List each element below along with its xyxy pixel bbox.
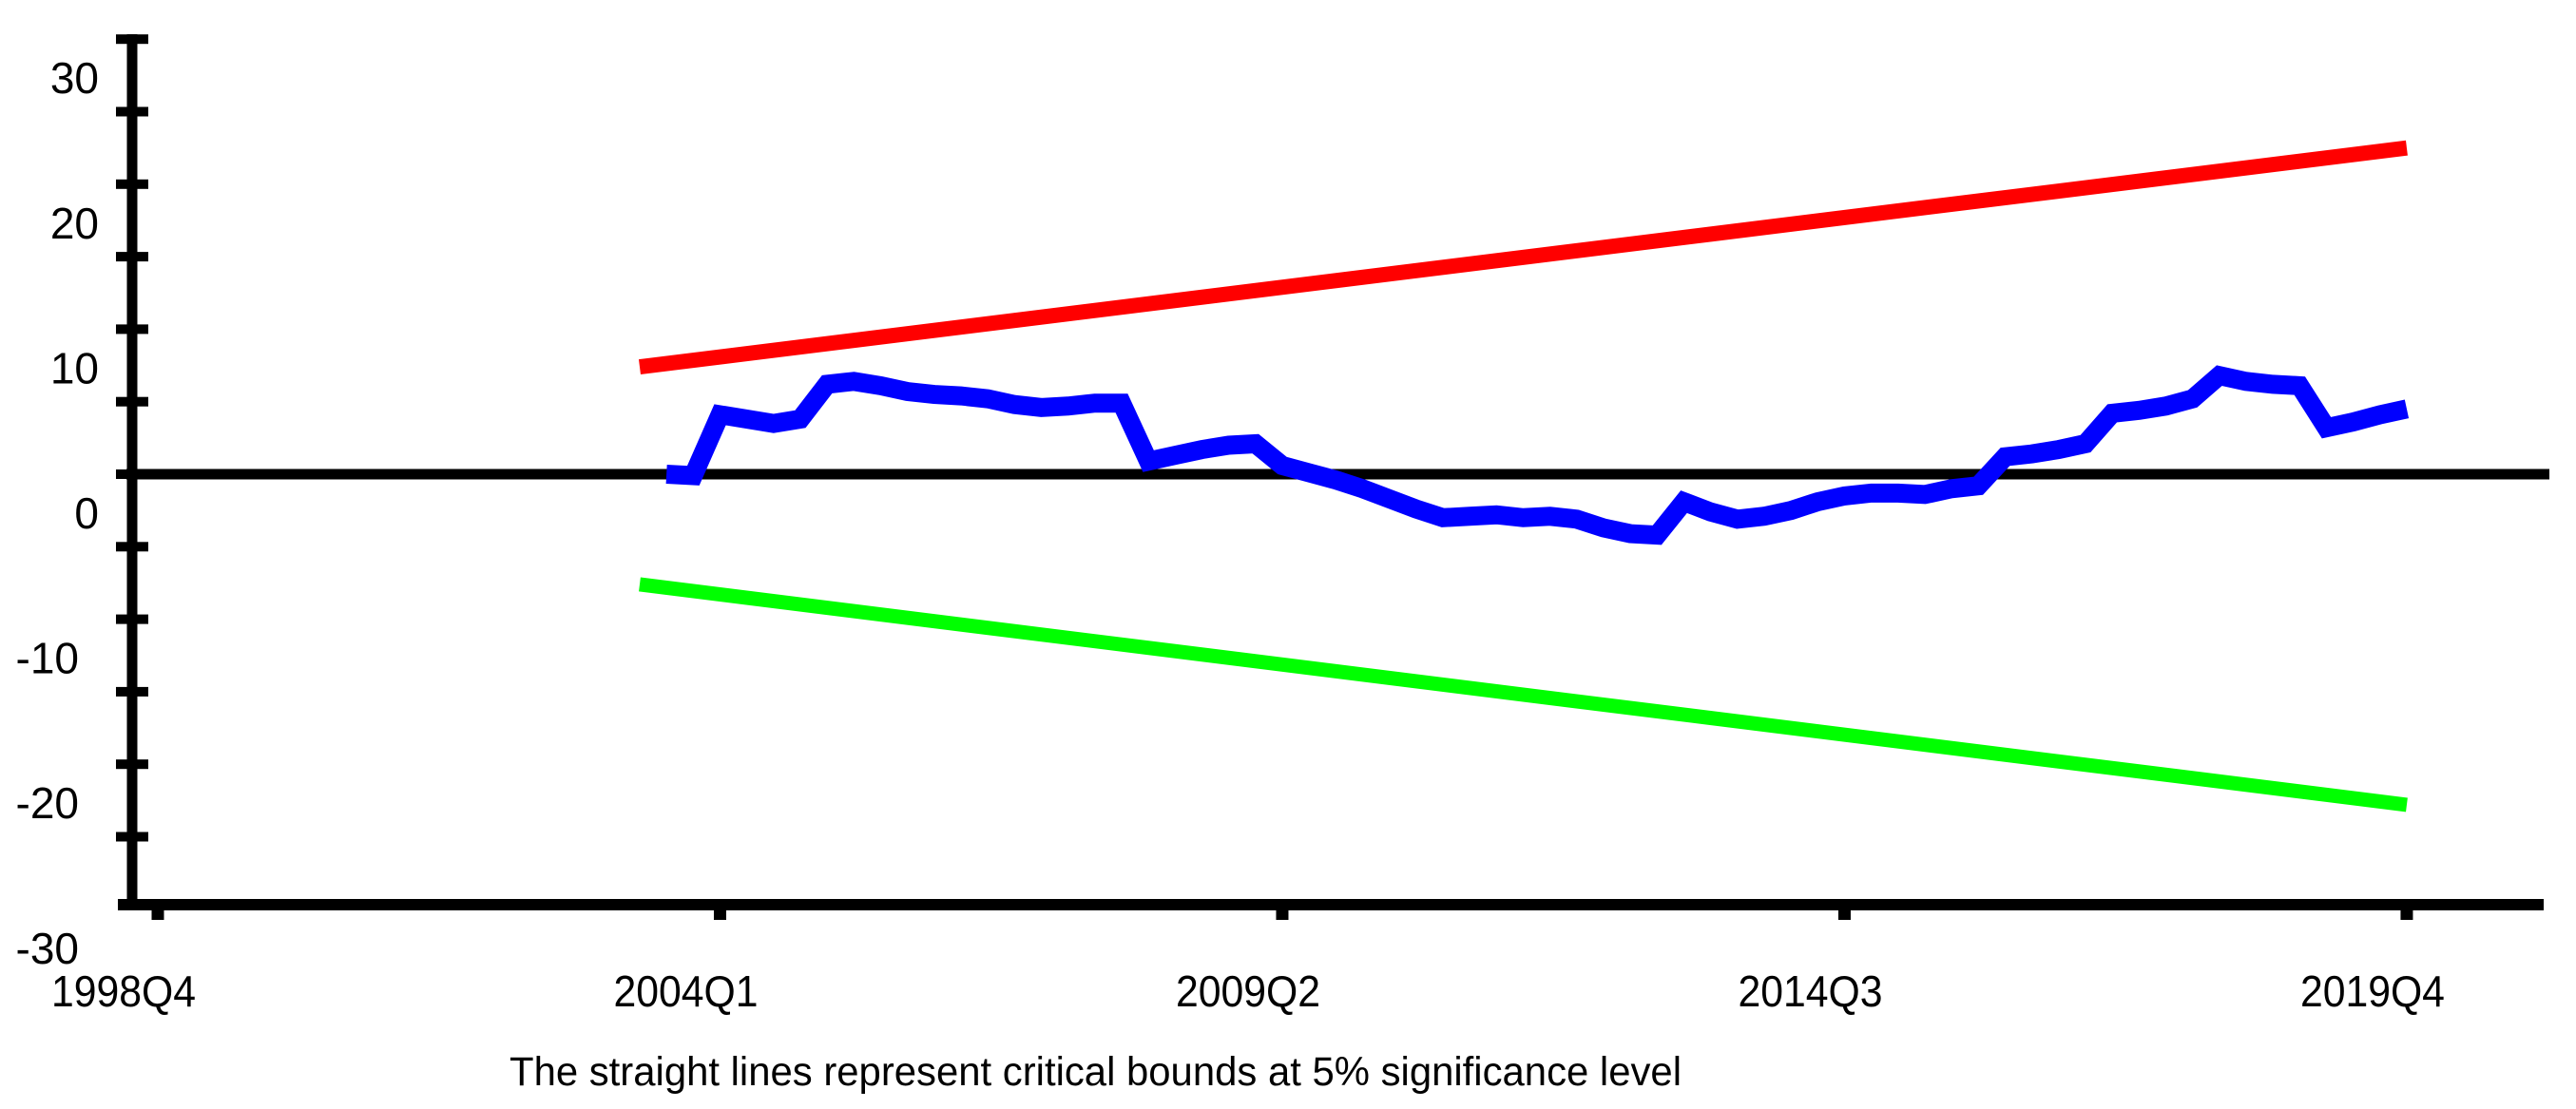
y-axis-label: 0 <box>74 488 99 538</box>
x-axis-label: 2014Q3 <box>1738 966 1882 1016</box>
x-axis-tick <box>151 905 164 920</box>
y-axis-tick <box>116 542 148 552</box>
lower-critical-bound-line <box>639 577 2408 813</box>
y-axis-tick <box>116 252 148 262</box>
upper-critical-bound-line <box>639 140 2408 375</box>
y-axis-tick <box>116 759 148 770</box>
y-axis-tick <box>116 324 148 335</box>
y-axis-tick <box>116 832 148 842</box>
x-axis-tick <box>1837 905 1851 920</box>
y-axis-tick <box>116 396 148 407</box>
series-group <box>639 140 2410 813</box>
x-axis-tick <box>713 905 726 920</box>
x-axis-label: 2004Q1 <box>613 966 758 1016</box>
y-axis-tick <box>116 614 148 624</box>
chart-note: The straight lines represent critical bo… <box>509 1049 1682 1095</box>
x-axis-label: 2019Q4 <box>2300 966 2445 1016</box>
y-axis-label: -30 <box>16 924 79 973</box>
x-axis-tick <box>2400 905 2413 920</box>
y-axis-label: 20 <box>50 199 99 248</box>
x-axis-label: 1998Q4 <box>51 966 196 1016</box>
x-axis-label: 2009Q2 <box>1176 966 1320 1016</box>
y-axis-tick <box>116 34 148 45</box>
y-axis-label: -10 <box>16 634 79 683</box>
y-axis-label: 30 <box>50 53 99 103</box>
y-axis-label: 10 <box>50 343 99 392</box>
cusum-line <box>665 365 2410 545</box>
y-axis-tick <box>116 106 148 117</box>
y-axis-tick <box>116 686 148 697</box>
x-axis-tick <box>1276 905 1289 920</box>
y-axis-label: -20 <box>16 778 79 828</box>
y-axis-tick <box>116 179 148 189</box>
x-axis-line <box>118 899 2544 910</box>
